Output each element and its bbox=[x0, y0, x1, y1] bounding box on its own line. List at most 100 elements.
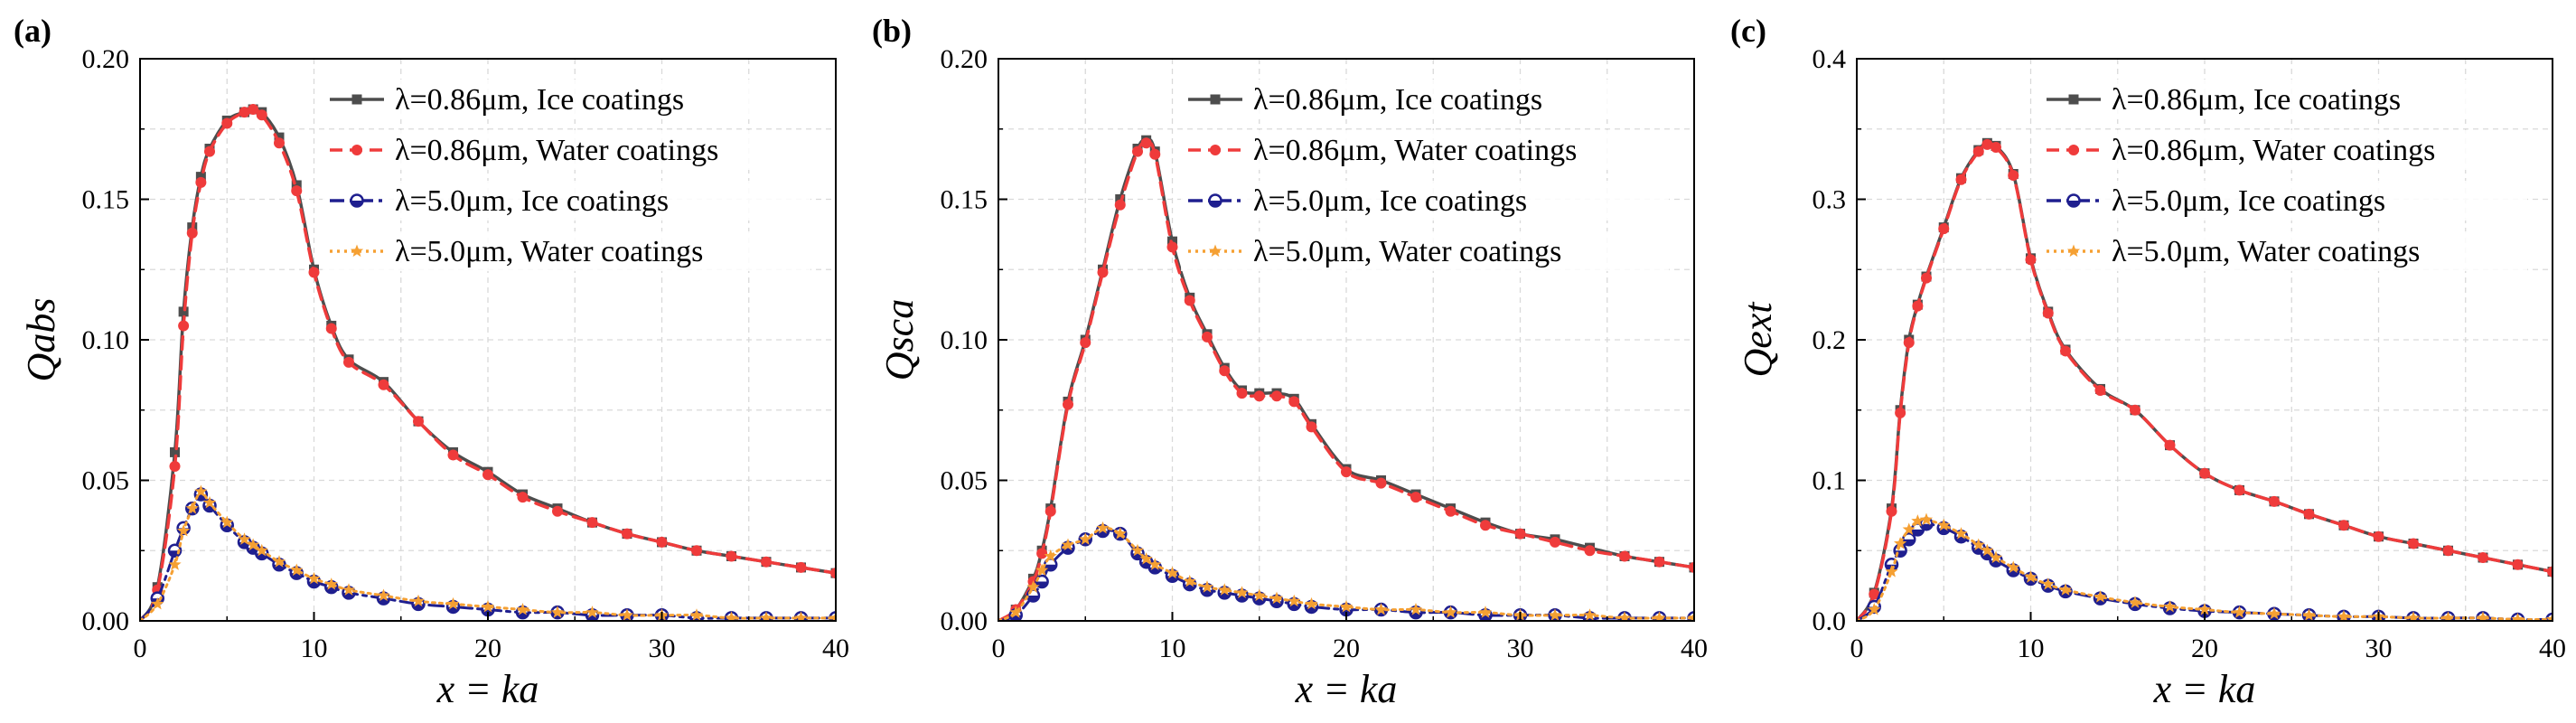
marker-point bbox=[1653, 611, 1666, 621]
marker-point bbox=[1409, 603, 1423, 615]
marker-point bbox=[2442, 545, 2454, 557]
marker-point bbox=[221, 117, 233, 129]
y-axis: 0.00 0.05 0.10 0.15 0.20 bbox=[82, 44, 149, 636]
marker-point bbox=[1514, 528, 1526, 540]
marker-point bbox=[622, 528, 632, 540]
marker-point bbox=[516, 603, 529, 615]
marker-point bbox=[1148, 558, 1162, 570]
marker-point bbox=[2130, 404, 2140, 416]
marker-point bbox=[1583, 608, 1597, 621]
marker-point bbox=[1972, 146, 1984, 157]
marker-point bbox=[829, 611, 836, 621]
marker-point bbox=[2476, 611, 2490, 621]
marker-point bbox=[274, 137, 285, 149]
x-tick-label: 0 bbox=[134, 634, 147, 663]
marker-point bbox=[170, 446, 180, 457]
marker-point bbox=[168, 558, 182, 570]
legend-label: λ=5.0μm, Ice coatings bbox=[395, 184, 669, 218]
marker-point bbox=[2408, 538, 2419, 549]
marker-point bbox=[1339, 599, 1354, 613]
marker-point bbox=[1955, 174, 1967, 185]
legend: λ=0.86μm, Ice coatings λ=0.86μm, Water co… bbox=[2039, 80, 2527, 271]
marker-point bbox=[1236, 388, 1248, 399]
y-tick-label: 0.3 bbox=[1813, 185, 1847, 215]
marker-point bbox=[1341, 466, 1352, 478]
marker-point bbox=[656, 536, 668, 548]
marker-legend bbox=[2066, 244, 2081, 258]
x-tick-label: 10 bbox=[301, 634, 328, 663]
marker-point bbox=[1269, 591, 1284, 605]
marker-point bbox=[446, 596, 460, 610]
marker-point bbox=[795, 561, 807, 573]
marker-point bbox=[1912, 300, 1924, 312]
marker-point bbox=[1893, 536, 1907, 549]
marker-point bbox=[1989, 550, 2003, 564]
marker-point bbox=[1869, 588, 1880, 600]
marker-point bbox=[1937, 518, 1951, 531]
marker-point bbox=[1619, 550, 1630, 562]
marker-point bbox=[307, 571, 321, 585]
marker-point bbox=[2199, 467, 2210, 479]
marker-point bbox=[794, 611, 808, 621]
series-2 bbox=[1857, 138, 2553, 621]
marker-legend bbox=[2066, 193, 2081, 208]
marker-point bbox=[239, 107, 250, 118]
legend-label: λ=0.86μm, Ice coatings bbox=[2112, 83, 2401, 117]
marker-point bbox=[291, 180, 302, 191]
marker-point bbox=[620, 608, 634, 621]
marker-point bbox=[2164, 439, 2176, 451]
series-4 bbox=[1857, 512, 2553, 621]
legend-item-4: λ=5.0μm, Water coatings bbox=[323, 231, 810, 271]
y-tick-label: 0.4 bbox=[1813, 44, 1847, 74]
marker-point bbox=[1548, 608, 1562, 621]
marker-legend bbox=[1208, 244, 1222, 258]
marker-point bbox=[830, 568, 836, 579]
marker-point bbox=[291, 185, 303, 197]
marker-point bbox=[1200, 580, 1214, 593]
marker-point bbox=[1902, 522, 1916, 535]
panel-c: 0.0 0.1 0.2 0.3 0.4 0 10 20 30 40 (c) Qext x = k… bbox=[1730, 13, 2566, 711]
marker-point bbox=[1902, 532, 1916, 547]
x-axis-title: x = ka bbox=[1295, 667, 1398, 711]
marker-point bbox=[2267, 606, 2281, 620]
marker-point bbox=[2008, 170, 2019, 182]
series-4 bbox=[998, 521, 1694, 621]
y-tick-label: 0.10 bbox=[941, 325, 988, 355]
legend-item-3: λ=5.0μm, Ice coatings bbox=[323, 181, 810, 221]
x-tick-label: 30 bbox=[1507, 634, 1534, 663]
marker-point bbox=[2269, 495, 2280, 507]
y-axis: 0.00 0.05 0.10 0.15 0.20 bbox=[941, 44, 1007, 636]
y-tick-label: 0.00 bbox=[941, 606, 988, 636]
x-axis: 0 10 20 30 40 bbox=[1850, 612, 2566, 663]
legend-item-1: λ=0.86μm, Ice coatings bbox=[1181, 80, 1669, 119]
marker-point bbox=[2058, 583, 2073, 596]
marker-point bbox=[1445, 505, 1457, 517]
marker-point bbox=[2094, 384, 2106, 396]
marker-point bbox=[1044, 505, 1056, 517]
marker-point bbox=[2025, 254, 2037, 266]
marker-point bbox=[1911, 514, 1925, 527]
y-tick-label: 0.0 bbox=[1813, 606, 1847, 636]
marker-point bbox=[246, 538, 260, 551]
marker-point bbox=[204, 146, 215, 157]
marker-point bbox=[2512, 559, 2524, 570]
marker-point bbox=[1061, 538, 1075, 551]
marker-point bbox=[1219, 365, 1231, 377]
legend-item-2: λ=0.86μm, Water coatings bbox=[1181, 130, 1669, 170]
marker-point bbox=[1444, 606, 1457, 618]
legend-item-4: λ=5.0μm, Water coatings bbox=[1181, 231, 1669, 271]
marker-point bbox=[186, 227, 198, 239]
marker-point bbox=[1036, 548, 1048, 559]
x-tick-label: 20 bbox=[2191, 634, 2218, 663]
marker-point bbox=[1218, 583, 1232, 596]
x-tick-label: 30 bbox=[2365, 634, 2393, 663]
legend-label: λ=5.0μm, Water coatings bbox=[1253, 235, 1561, 268]
marker-point bbox=[324, 577, 338, 590]
marker-point bbox=[256, 109, 267, 121]
marker-point bbox=[2024, 570, 2037, 583]
y-tick-label: 0.1 bbox=[1813, 466, 1847, 496]
marker-point bbox=[1288, 396, 1300, 408]
marker-point bbox=[272, 555, 286, 568]
marker-point bbox=[151, 596, 164, 610]
marker-point bbox=[325, 323, 337, 334]
